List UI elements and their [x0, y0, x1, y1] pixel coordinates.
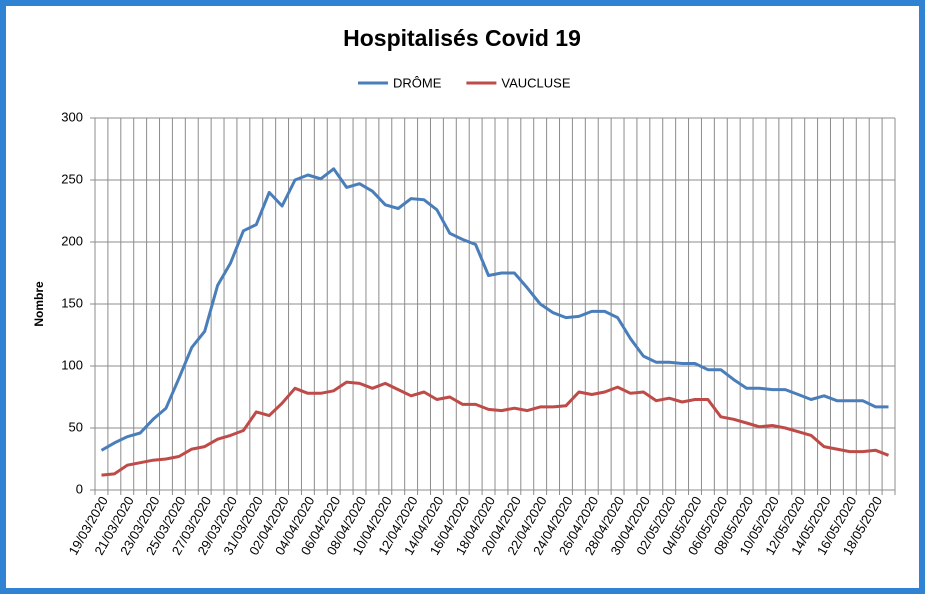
chart-title: Hospitalisés Covid 19: [343, 25, 581, 51]
y-tick-label: 200: [61, 233, 83, 248]
line-series: [101, 380, 890, 477]
y-tick-label: 50: [69, 419, 83, 434]
y-tick-label: 250: [61, 171, 83, 186]
y-tick-label: 100: [61, 357, 83, 372]
legend-label: VAUCLUSE: [501, 75, 570, 90]
legend-label: DRÔME: [393, 75, 442, 90]
y-axis-label: Nombre: [32, 281, 46, 327]
line-series: [100, 167, 889, 452]
y-tick-label: 150: [61, 295, 83, 310]
y-tick-label: 0: [76, 481, 83, 496]
y-tick-label: 300: [61, 109, 83, 124]
